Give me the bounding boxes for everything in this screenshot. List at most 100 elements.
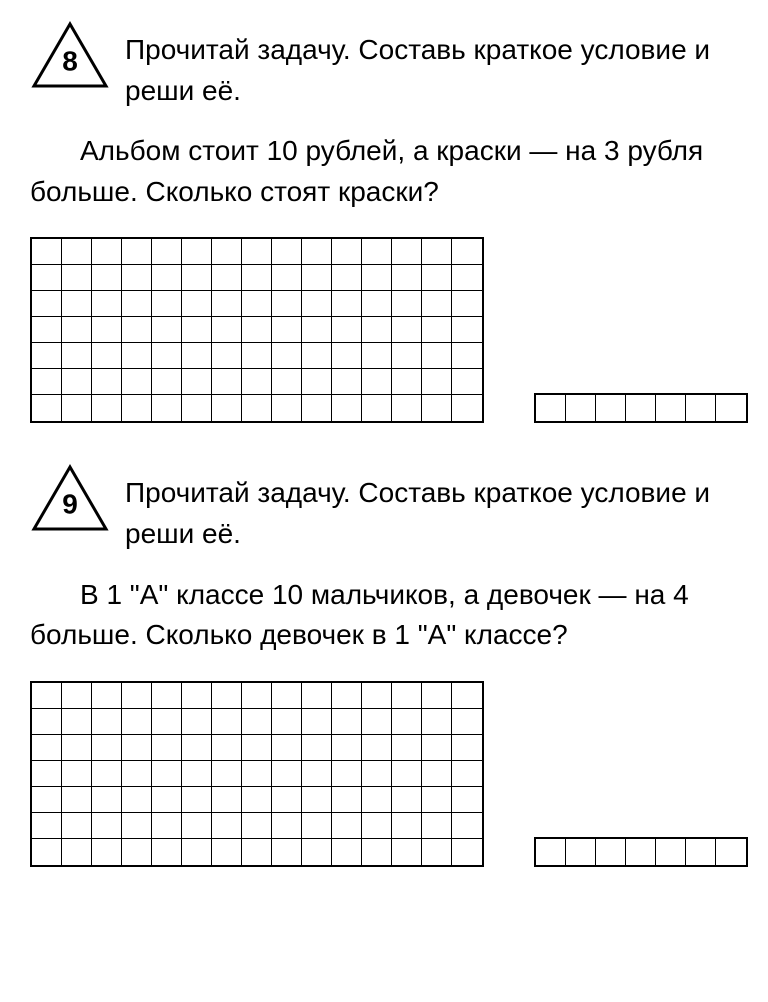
grid-cell [122,735,152,761]
grid-cell [122,395,152,421]
grid-cell [422,787,452,813]
grid-cell [242,317,272,343]
grid-cell [32,317,62,343]
grid-cell [122,787,152,813]
grid-cell [182,813,212,839]
grid-cell [332,317,362,343]
grid-cell [152,291,182,317]
grid-cell [596,395,626,421]
grid-cell [152,683,182,709]
grid-cell [362,239,392,265]
grid-cell [332,839,362,865]
grid-cell [302,291,332,317]
problem-text: Альбом стоит 10 рублей, а краски — на 3 … [30,131,738,212]
grid-cell [392,317,422,343]
grid-cell [122,813,152,839]
grid-cell [716,395,746,421]
grid-cell [362,839,392,865]
grid-cell [242,787,272,813]
grid-cell [422,813,452,839]
grid-cell [272,265,302,291]
grid-cell [452,317,482,343]
grid-cell [422,317,452,343]
grid-cell [452,395,482,421]
grid-cell [32,291,62,317]
grid-cell [302,709,332,735]
grid-cell [452,239,482,265]
answer-grid-small [534,837,748,867]
grid-cell [242,709,272,735]
grid-cell [92,265,122,291]
grid-cell [92,369,122,395]
grid-cell [422,395,452,421]
grid-cell [92,395,122,421]
grid-cell [302,239,332,265]
grid-cell [392,683,422,709]
grid-cell [122,343,152,369]
grid-cell [362,735,392,761]
grid-cell [62,735,92,761]
grid-cell [122,839,152,865]
grid-cell [392,787,422,813]
grid-cell [92,761,122,787]
grid-cell [32,813,62,839]
grid-cell [152,787,182,813]
grid-cell [152,239,182,265]
grid-cell [272,343,302,369]
grid-cell [32,369,62,395]
grid-cell [272,761,302,787]
grid-cell [332,761,362,787]
grid-cell [242,761,272,787]
exercise-header: 9 Прочитай задачу. Составь краткое услов… [30,463,738,554]
grid-cell [212,265,242,291]
grid-cell [212,395,242,421]
grid-cell [32,395,62,421]
grid-cell [152,265,182,291]
answer-grid-large [30,681,484,867]
grid-cell [182,317,212,343]
grid-cell [332,265,362,291]
grid-cell [566,395,596,421]
grid-cell [272,395,302,421]
grid-cell [362,343,392,369]
grid-cell [272,683,302,709]
grid-cell [422,683,452,709]
grid-cell [182,735,212,761]
grid-cell [32,343,62,369]
grid-cell [392,813,422,839]
grid-cell [332,683,362,709]
grid-cell [152,735,182,761]
grid-cell [242,239,272,265]
grid-cell [152,761,182,787]
grid-cell [272,291,302,317]
grid-cell [152,839,182,865]
grid-cell [212,839,242,865]
grid-cell [362,369,392,395]
grid-cell [182,761,212,787]
grid-cell [62,787,92,813]
grid-cell [392,369,422,395]
grid-cell [182,291,212,317]
grid-cell [302,839,332,865]
grid-cell [362,317,392,343]
instruction-text: Прочитай задачу. Составь краткое условие… [125,20,738,111]
grid-cell [242,813,272,839]
triangle-marker: 9 [30,463,110,533]
grid-cell [92,683,122,709]
grid-cell [332,787,362,813]
grid-cell [242,683,272,709]
grid-cell [32,761,62,787]
grid-cell [212,709,242,735]
grid-cell [452,343,482,369]
grid-cell [182,239,212,265]
grid-cell [92,787,122,813]
grid-cell [212,761,242,787]
grid-cell [656,395,686,421]
grid-cell [152,395,182,421]
grid-cell [302,787,332,813]
grid-cell [62,395,92,421]
grid-cell [92,735,122,761]
grid-cell [212,787,242,813]
grid-cell [242,839,272,865]
grid-cell [32,683,62,709]
